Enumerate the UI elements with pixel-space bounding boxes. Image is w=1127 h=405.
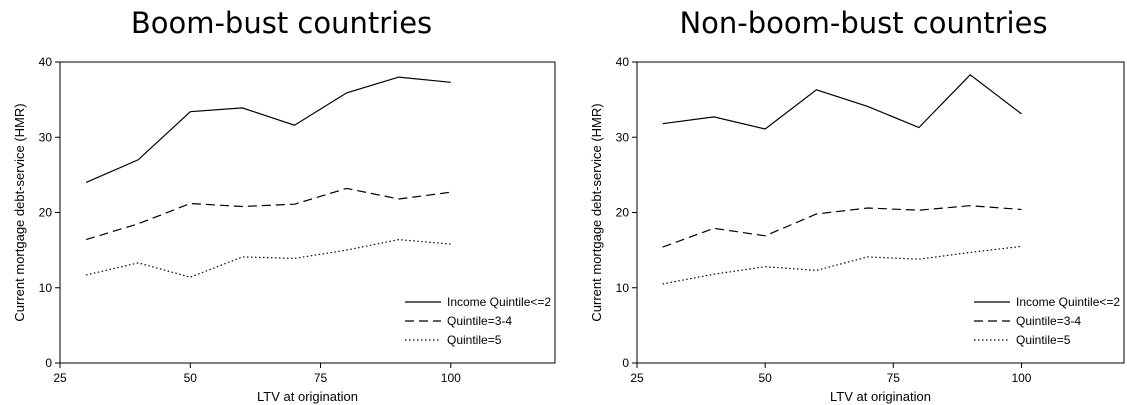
legend-label: Quintile=5 bbox=[447, 333, 502, 347]
chart-title: Non-boom-bust countries bbox=[679, 6, 1048, 40]
series-line bbox=[85, 187, 451, 241]
x-axis-label: LTV at origination bbox=[830, 389, 931, 404]
series-line bbox=[85, 238, 451, 278]
series-line bbox=[85, 76, 451, 183]
chart-title: Boom-bust countries bbox=[130, 6, 433, 40]
series-line bbox=[662, 74, 1022, 130]
y-tick-label: 30 bbox=[616, 130, 630, 144]
y-axis-label: Current mortgage debt-service (HMR) bbox=[589, 103, 604, 321]
y-tick-label: 10 bbox=[39, 281, 53, 295]
x-tick-label: 50 bbox=[184, 371, 198, 385]
y-tick-label: 10 bbox=[616, 281, 630, 295]
x-tick-label: 100 bbox=[441, 371, 461, 385]
y-tick-label: 40 bbox=[39, 55, 53, 69]
legend-label: Quintile=3-4 bbox=[1016, 314, 1081, 328]
x-axis-label: LTV at origination bbox=[257, 389, 358, 404]
x-tick-label: 75 bbox=[314, 371, 328, 385]
series-line bbox=[662, 205, 1022, 248]
legend-label: Income Quintile<=2 bbox=[447, 295, 551, 309]
x-tick-label: 25 bbox=[630, 371, 644, 385]
x-tick-label: 50 bbox=[758, 371, 772, 385]
series-line bbox=[662, 245, 1022, 285]
chart-non-boom-bust: 0 10 20 30 40 25 50 75 100 LTV at origination Curr… bbox=[589, 55, 1125, 404]
x-tick-label: 75 bbox=[887, 371, 901, 385]
chart-boom-bust: 0 10 20 30 40 25 50 75 100 LTV at origination Curr… bbox=[12, 55, 556, 404]
legend-label: Quintile=5 bbox=[1016, 333, 1071, 347]
legend-label: Quintile=3-4 bbox=[447, 314, 512, 328]
x-tick-label: 25 bbox=[53, 371, 67, 385]
chart-panel-boom-bust: Boom-bust countries 0 10 20 30 40 25 50 75 100 LT… bbox=[0, 0, 563, 405]
y-axis-label: Current mortgage debt-service (HMR) bbox=[12, 103, 27, 321]
y-tick-label: 20 bbox=[616, 206, 630, 220]
y-tick-label: 30 bbox=[39, 130, 53, 144]
chart-panel-non-boom-bust: Non-boom-bust countries 0 10 20 30 40 25 50 75 1… bbox=[582, 0, 1127, 405]
y-tick-label: 40 bbox=[616, 55, 630, 69]
x-tick-label: 100 bbox=[1011, 371, 1031, 385]
y-tick-label: 0 bbox=[622, 356, 629, 370]
y-tick-label: 0 bbox=[45, 356, 52, 370]
legend-label: Income Quintile<=2 bbox=[1016, 295, 1120, 309]
y-tick-label: 20 bbox=[39, 206, 53, 220]
